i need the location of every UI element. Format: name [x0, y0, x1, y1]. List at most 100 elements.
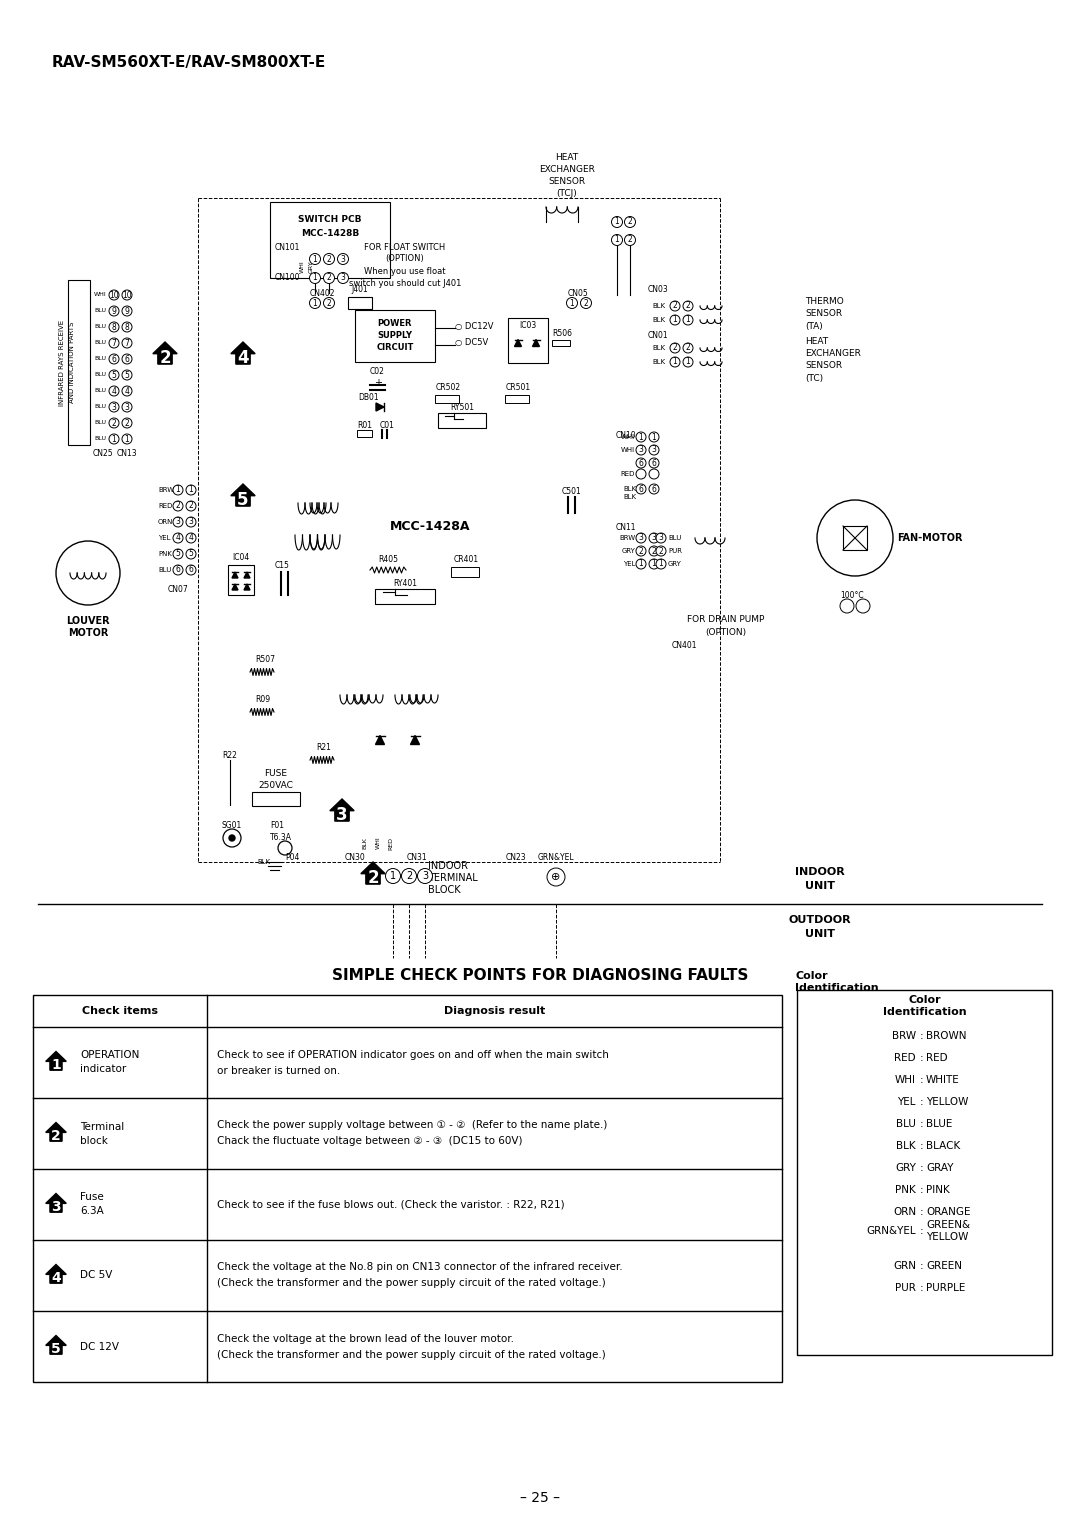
Text: 2: 2: [159, 349, 171, 366]
Text: – 25 –: – 25 –: [519, 1491, 561, 1505]
Polygon shape: [329, 799, 354, 820]
Circle shape: [636, 445, 646, 454]
Text: Identification: Identification: [882, 1006, 967, 1017]
Text: C15: C15: [275, 561, 289, 569]
Text: 1: 1: [673, 357, 677, 366]
Text: 2: 2: [51, 1128, 60, 1142]
Bar: [357, 430, 372, 438]
Circle shape: [649, 458, 659, 468]
Text: CR501: CR501: [505, 383, 530, 392]
Text: CN30: CN30: [345, 852, 366, 862]
Text: R507: R507: [255, 656, 275, 665]
Circle shape: [122, 290, 132, 300]
Text: :: :: [920, 1185, 923, 1196]
Text: :: :: [920, 1075, 923, 1084]
Text: 1: 1: [189, 485, 193, 494]
Text: 8: 8: [111, 322, 117, 331]
Text: GRAY: GRAY: [926, 1164, 954, 1173]
Text: 10: 10: [122, 290, 132, 299]
Text: CN07: CN07: [167, 586, 188, 595]
Text: 8: 8: [124, 322, 130, 331]
Text: YELLOW: YELLOW: [926, 1232, 969, 1241]
Text: 5: 5: [51, 1342, 60, 1356]
Text: POWER: POWER: [378, 319, 413, 328]
Text: T6.3A: T6.3A: [270, 834, 292, 842]
Text: PUR: PUR: [669, 547, 681, 554]
Text: 1: 1: [615, 235, 619, 244]
Text: YEL: YEL: [158, 535, 171, 541]
Text: Check the voltage at the brown lead of the louver motor.: Check the voltage at the brown lead of t…: [217, 1333, 514, 1344]
Text: SENSOR: SENSOR: [805, 361, 842, 371]
Text: BLU: BLU: [669, 535, 681, 541]
Circle shape: [173, 549, 183, 560]
Text: CN31: CN31: [407, 852, 428, 862]
Text: OUTDOOR: OUTDOOR: [788, 915, 851, 926]
Text: 3: 3: [638, 445, 644, 454]
Text: Chack the fluctuate voltage between ② - ③  (DC15 to 60V): Chack the fluctuate voltage between ② - …: [217, 1136, 523, 1147]
Circle shape: [324, 297, 335, 308]
Circle shape: [683, 357, 693, 368]
Polygon shape: [45, 1264, 66, 1283]
Text: YEL: YEL: [623, 561, 636, 567]
Polygon shape: [244, 584, 249, 590]
Text: GRY: GRY: [669, 561, 681, 567]
Text: 3: 3: [651, 445, 657, 454]
Text: EXCHANGER: EXCHANGER: [539, 165, 595, 174]
Circle shape: [567, 297, 578, 308]
Circle shape: [109, 354, 119, 364]
Text: BLU: BLU: [896, 1119, 916, 1128]
Text: BLK: BLK: [363, 837, 367, 849]
Text: indicator: indicator: [80, 1064, 126, 1075]
Circle shape: [109, 339, 119, 348]
Circle shape: [636, 458, 646, 468]
Text: RED: RED: [158, 503, 173, 509]
Text: MOTOR: MOTOR: [68, 628, 108, 637]
Text: CN101: CN101: [275, 244, 300, 253]
Text: 1: 1: [176, 485, 180, 494]
Text: FOR DRAIN PUMP: FOR DRAIN PUMP: [687, 616, 765, 625]
Text: :: :: [920, 1096, 923, 1107]
Circle shape: [649, 483, 659, 494]
Text: AND INDICATION PARTS: AND INDICATION PARTS: [69, 322, 75, 403]
Text: (Check the transformer and the power supply circuit of the rated voltage.): (Check the transformer and the power sup…: [217, 1278, 606, 1289]
Text: Check to see if OPERATION indicator goes on and off when the main switch: Check to see if OPERATION indicator goes…: [217, 1049, 609, 1060]
Text: SG01: SG01: [222, 820, 242, 830]
Bar: [33, 994, 782, 1382]
Text: (TCJ): (TCJ): [556, 189, 578, 198]
Bar: [68, 281, 90, 445]
Text: BLK: BLK: [257, 859, 270, 865]
Text: THERMO: THERMO: [805, 297, 843, 307]
Text: 3: 3: [51, 1200, 60, 1214]
Circle shape: [122, 435, 132, 444]
Circle shape: [186, 502, 195, 511]
Text: P04: P04: [285, 852, 299, 862]
Circle shape: [278, 840, 292, 856]
Text: 1: 1: [390, 871, 396, 881]
Text: RY401: RY401: [393, 578, 417, 587]
Text: ORN: ORN: [893, 1206, 916, 1217]
Text: YEL: YEL: [897, 1096, 916, 1107]
Text: Check to see if the fuse blows out. (Check the varistor. : R22, R21): Check to see if the fuse blows out. (Che…: [217, 1200, 565, 1209]
Text: Color: Color: [908, 994, 941, 1005]
Circle shape: [186, 485, 195, 496]
Text: R09: R09: [255, 695, 270, 705]
Circle shape: [649, 546, 659, 557]
Text: +: +: [374, 378, 382, 387]
Text: 4: 4: [189, 534, 193, 543]
Text: 2: 2: [326, 299, 332, 308]
Text: C01: C01: [380, 421, 395, 430]
Text: EXCHANGER: EXCHANGER: [805, 349, 861, 358]
Text: 3: 3: [111, 403, 117, 412]
Text: CN05: CN05: [568, 288, 589, 297]
Text: 100°C: 100°C: [840, 590, 864, 599]
Circle shape: [856, 599, 870, 613]
Circle shape: [122, 322, 132, 332]
Text: GRY: GRY: [895, 1164, 916, 1173]
Text: DC 5V: DC 5V: [80, 1270, 112, 1281]
Text: 7: 7: [111, 339, 117, 348]
Text: BRW: BRW: [158, 486, 174, 493]
Text: Identification: Identification: [795, 984, 879, 993]
Circle shape: [109, 290, 119, 300]
Circle shape: [109, 403, 119, 412]
Text: 6.3A: 6.3A: [80, 1206, 104, 1217]
